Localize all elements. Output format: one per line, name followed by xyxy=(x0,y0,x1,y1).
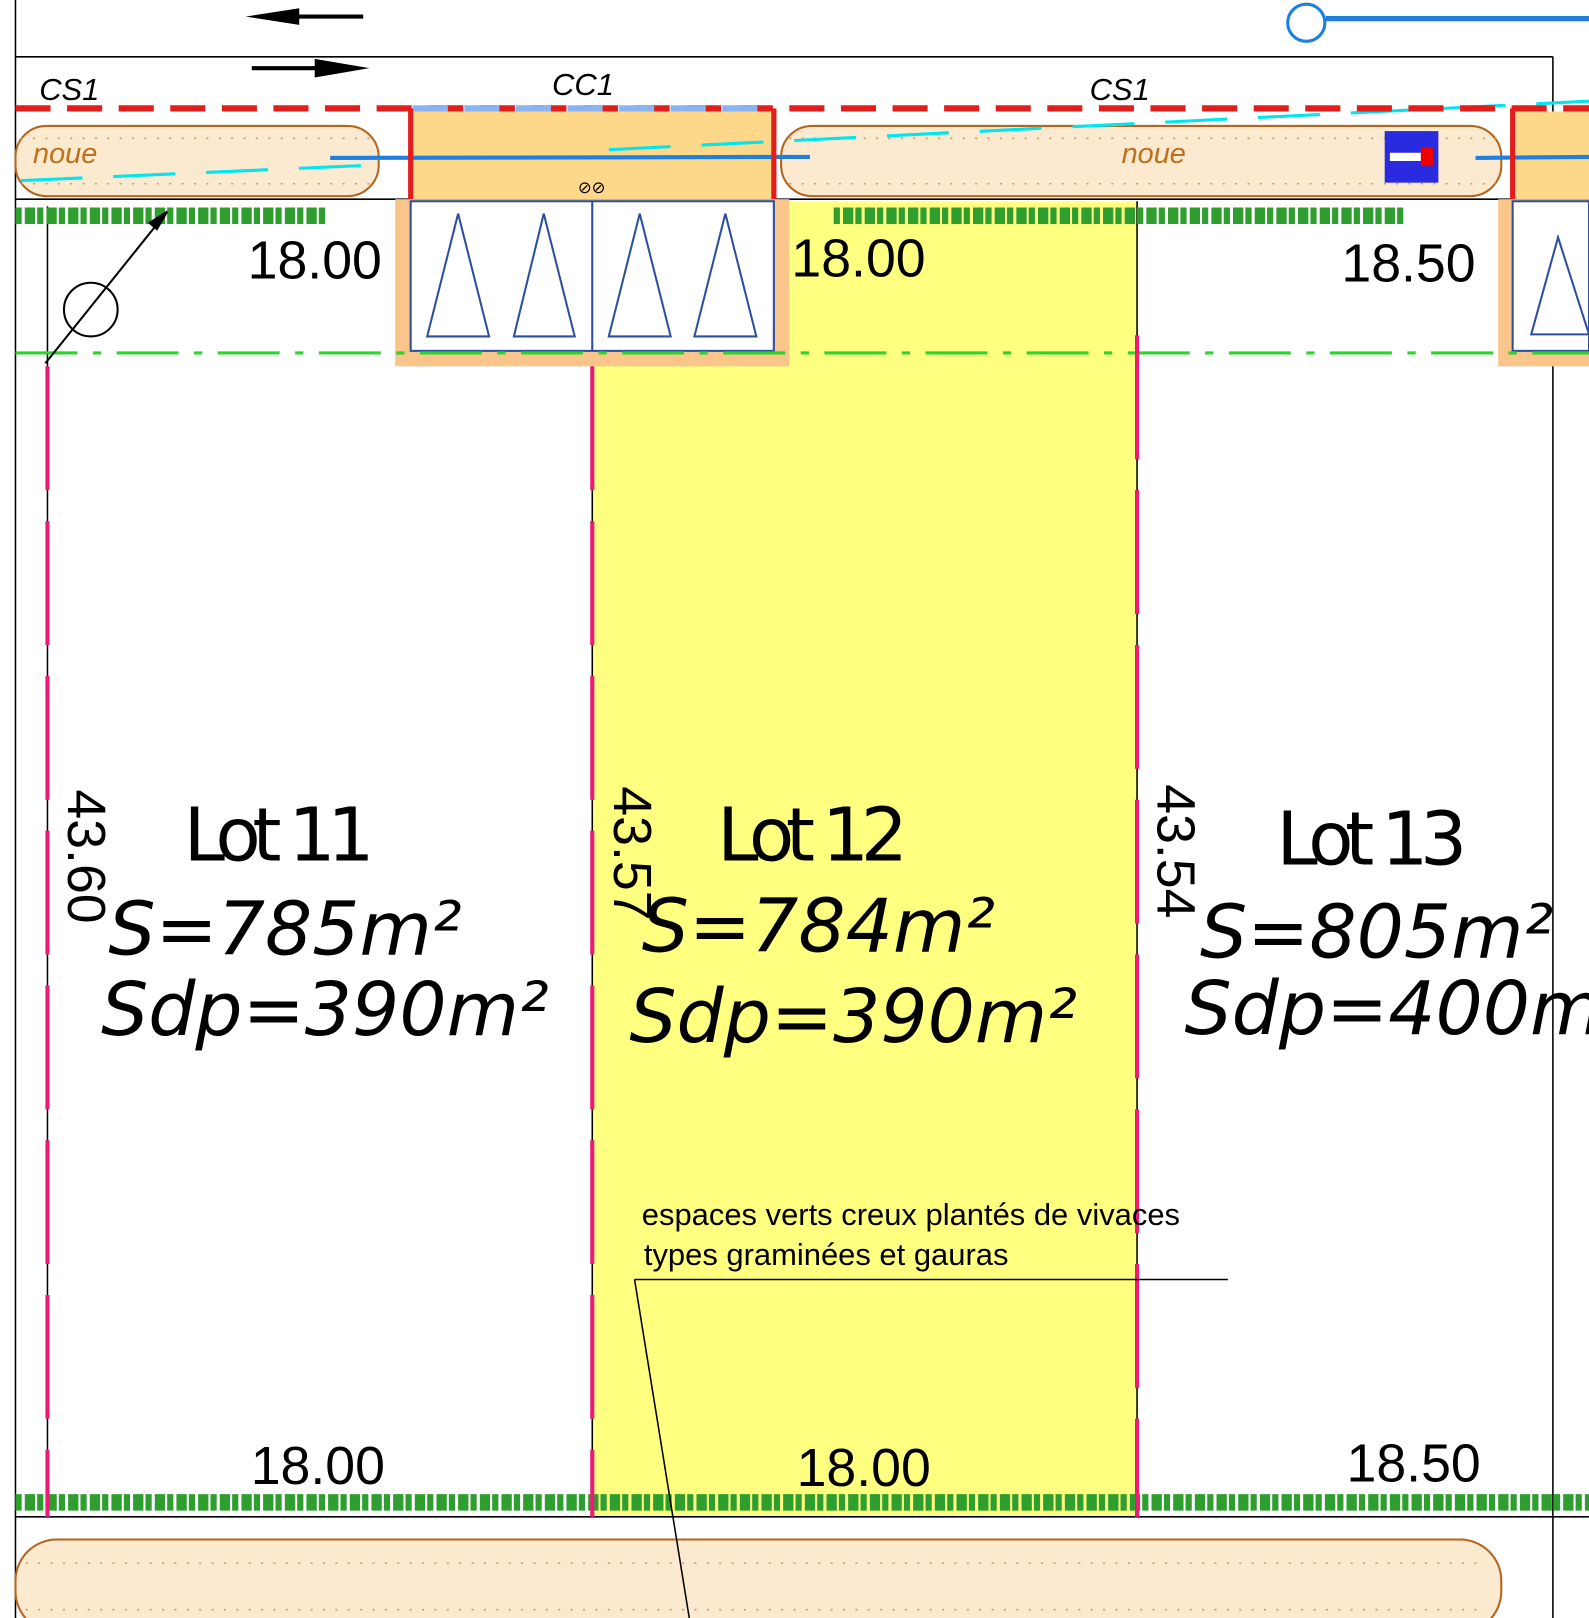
valve xyxy=(1286,2,1327,43)
back-width: 18.00 xyxy=(797,1438,931,1498)
lot-sdp: Sdp=390m² xyxy=(101,966,549,1053)
swale xyxy=(780,124,1503,198)
lot-highlight xyxy=(592,201,1138,1517)
note-line: espaces verts creux plantés de vivaces xyxy=(642,1197,1180,1232)
road-label: CS1 xyxy=(1090,72,1150,107)
lot-sdp: Sdp=390m² xyxy=(629,973,1077,1060)
swale xyxy=(14,124,380,198)
depth: 43.60 xyxy=(56,789,116,923)
lot-sdp: Sdp=400m² xyxy=(1185,965,1589,1052)
hedge xyxy=(15,207,1589,1511)
lot-boundary xyxy=(45,335,1140,1517)
swale-hatch xyxy=(20,137,1497,1611)
back-width: 18.50 xyxy=(1347,1434,1481,1494)
swale xyxy=(14,1538,1503,1618)
swale-label: noue xyxy=(1122,138,1186,170)
lot-name: Lot 11 xyxy=(184,792,375,879)
parking-spaces xyxy=(1511,200,1589,352)
gutter xyxy=(20,99,1589,183)
lot-name: Lot 13 xyxy=(1276,796,1467,883)
front-width: 18.50 xyxy=(1341,234,1475,294)
swale-label: noue xyxy=(33,138,97,170)
lot-name: Lot 12 xyxy=(717,792,908,879)
sign-mark xyxy=(1420,147,1434,167)
back-width: 18.00 xyxy=(251,1436,385,1496)
front-width: 18.00 xyxy=(248,231,382,291)
road-edges xyxy=(408,108,1516,200)
lot-area: S=805m² xyxy=(1200,889,1553,976)
depth: 43.57 xyxy=(602,786,662,920)
traffic-arrows xyxy=(245,8,370,78)
front-width: 18.00 xyxy=(791,229,925,289)
note-line: types graminées et gauras xyxy=(644,1237,1009,1272)
road-label: CC1 xyxy=(552,67,614,102)
sign-bar xyxy=(1389,152,1432,162)
north-arrow xyxy=(44,210,169,364)
trees xyxy=(425,201,1589,351)
manhole: ⊘⊘ xyxy=(578,178,606,197)
depth: 43.54 xyxy=(1146,784,1206,918)
leader xyxy=(633,1278,1228,1618)
lot-area: S=784m² xyxy=(642,882,995,969)
road-label: CS1 xyxy=(39,72,99,107)
lot-area: S=785m² xyxy=(108,885,461,972)
